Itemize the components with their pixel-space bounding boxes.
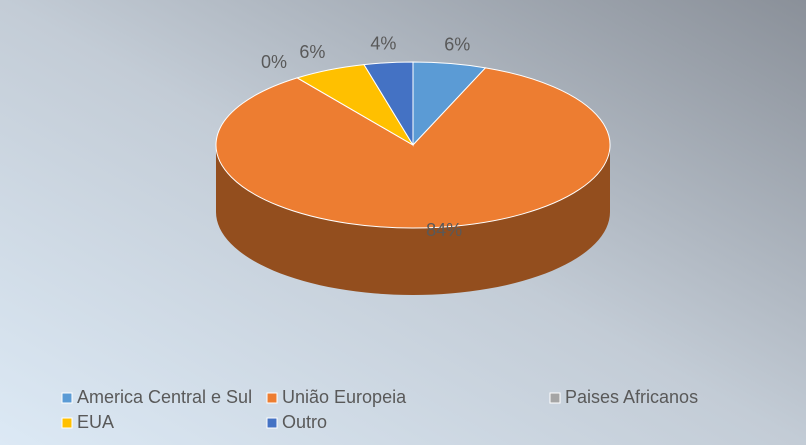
legend-swatch: [266, 392, 278, 404]
data-label: 84%: [426, 220, 462, 240]
data-label: 4%: [370, 33, 396, 53]
legend-swatch: [549, 392, 561, 404]
slice-side: [216, 145, 610, 295]
legend-label: Outro: [282, 412, 327, 432]
legend-swatch: [266, 417, 278, 429]
legend-swatch: [61, 417, 73, 429]
data-label: 6%: [299, 42, 325, 62]
legend-label: America Central e Sul: [77, 387, 252, 407]
data-label: 6%: [444, 34, 470, 54]
data-label: 0%: [261, 52, 287, 72]
legend-swatch: [61, 392, 73, 404]
legend-label: Paises Africanos: [565, 387, 698, 407]
slice: [363, 61, 414, 147]
slice: [215, 67, 611, 229]
legend-label: União Europeia: [282, 387, 407, 407]
legend-label: EUA: [77, 412, 114, 432]
